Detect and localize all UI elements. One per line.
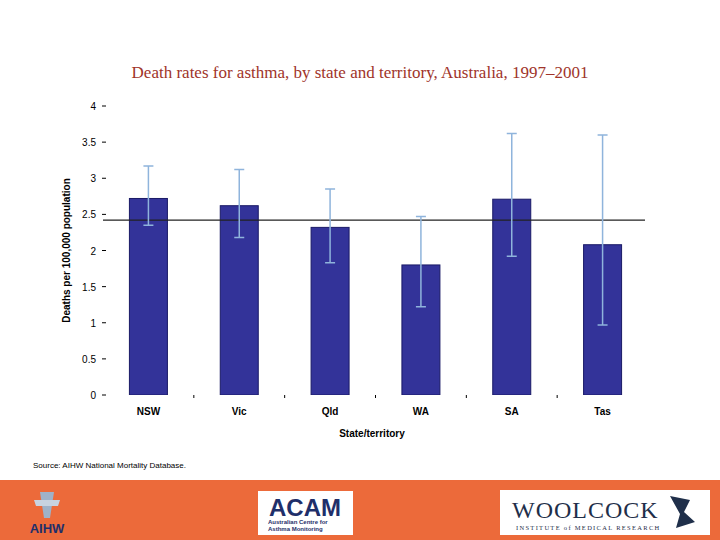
source: Source: AIHW National Mortality Database… [33, 461, 186, 470]
tick-mark [102, 358, 106, 359]
category-separator [557, 395, 558, 398]
category-separator [193, 395, 194, 398]
plot-area [103, 133, 645, 395]
tick-label: 0 [90, 390, 96, 401]
footer-left: AIHW [30, 521, 65, 536]
category-label: Qld [322, 406, 339, 417]
aihw-icon [34, 500, 60, 506]
error-bar [598, 135, 608, 325]
tick-mark [102, 322, 106, 323]
acam-box [258, 491, 353, 535]
tick-mark [102, 142, 106, 143]
tick-label: 0.5 [82, 354, 96, 365]
woolcock-box [500, 490, 710, 535]
woolcock-icon [670, 496, 695, 528]
y-axis-label: Deaths per 100,000 population [61, 178, 72, 323]
category-label: Vic [232, 406, 247, 417]
tick-label: 4 [90, 101, 96, 112]
bar [129, 198, 167, 395]
tick-label: 2.5 [82, 209, 96, 220]
x-axis-label: State/territory [339, 428, 405, 439]
tick-label: 1.5 [82, 282, 96, 293]
footer-middle: ACAM [269, 494, 341, 521]
title: Death rates for asthma, by state and ter… [132, 63, 589, 82]
tick-mark [102, 178, 106, 179]
footer-right: WOOLCOCK [512, 497, 659, 523]
error-bar [325, 189, 335, 263]
tick-mark [102, 250, 106, 251]
error-bar [416, 217, 426, 307]
category-separator [284, 395, 285, 398]
tick-label: 3 [90, 173, 96, 184]
error-bar [234, 170, 244, 238]
category-separator [466, 395, 467, 398]
category-label: WA [413, 406, 429, 417]
footer-middle-line: Asthma Monitoring [268, 526, 323, 532]
category-label: NSW [137, 406, 161, 417]
error-bar [143, 166, 153, 225]
footer-right-sub: INSTITUTE of MEDICAL RESEARCH [516, 524, 661, 531]
category-label: Tas [594, 406, 611, 417]
tick-label: 2 [90, 246, 96, 257]
tick-label: 3.5 [82, 137, 96, 148]
tick-mark [102, 286, 106, 287]
average-line [103, 220, 645, 221]
tick-mark [102, 214, 106, 215]
category-separator [375, 395, 376, 398]
tick-mark [102, 395, 106, 396]
error-bar [507, 133, 517, 256]
tick-mark [102, 106, 106, 107]
footer-band [0, 480, 720, 540]
tick-label: 1 [90, 318, 96, 329]
category-label: SA [505, 406, 519, 417]
footer-middle-line: Australian Centre for [268, 519, 328, 525]
